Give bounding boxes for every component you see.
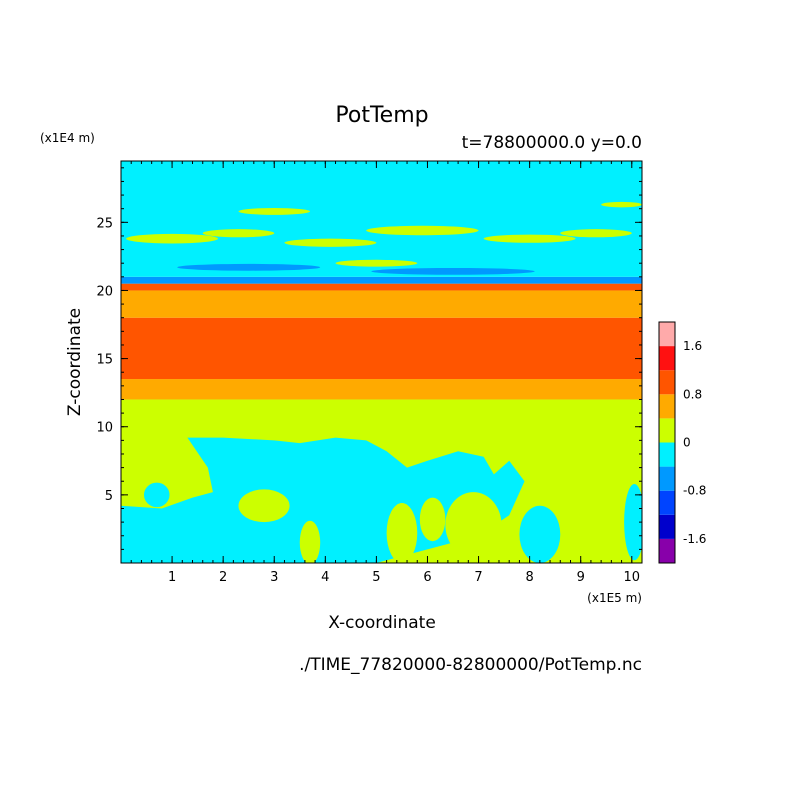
x-unit-label: (x1E5 m) (587, 591, 642, 605)
x-tick-label: 4 (321, 570, 329, 585)
x-tick-label: 1 (168, 570, 176, 585)
x-tick-label: 6 (423, 570, 431, 585)
colorbar-segment (659, 538, 675, 563)
colorbar: 1.6 0.8 0 -0.8 -1.6 (658, 321, 706, 564)
colorbar-frame (658, 321, 676, 564)
colorbar-segment (659, 490, 675, 515)
contour-blob (143, 482, 170, 508)
plot-frame (120, 160, 643, 564)
contour-blob (335, 259, 418, 267)
chart-subtitle: t=78800000.0 y=0.0 (462, 133, 642, 153)
colorbar-tick-label: 0.8 (683, 387, 702, 401)
contour-band (121, 317, 642, 380)
contour-field (121, 161, 642, 563)
contour-blob (519, 505, 561, 563)
colorbar-segment (659, 322, 675, 347)
y-unit-label: (x1E4 m) (40, 131, 95, 145)
y-tick-label: 20 (96, 284, 113, 299)
colorbar-tick-label: -0.8 (683, 484, 706, 498)
contour-blob (427, 298, 530, 315)
x-tick-label: 7 (474, 570, 482, 585)
contour-blob (560, 229, 632, 238)
contour-blob (445, 492, 502, 558)
contour-blob (299, 520, 321, 563)
contour-blob (238, 489, 290, 523)
colorbar-tick-label: -1.6 (683, 532, 706, 546)
colorbar-segment (659, 394, 675, 419)
y-tick-label: 25 (96, 216, 113, 231)
contour-band (121, 276, 642, 284)
contour-blob (624, 483, 642, 561)
y-tick-label: 10 (96, 421, 113, 436)
contour-blob (284, 238, 377, 247)
contour-band (121, 379, 642, 400)
contour-blob (177, 263, 321, 271)
axes: 1 2 3 4 5 6 7 8 9 10 5 10 15 20 25 (96, 161, 643, 585)
y-tick-label: 15 (96, 353, 113, 368)
contour-blob (126, 233, 219, 244)
source-file-path: ./TIME_77820000-82800000/PotTemp.nc (299, 655, 642, 675)
colorbar-tick-label: 0 (683, 436, 691, 450)
chart-title: PotTemp (335, 103, 428, 128)
colorbar-segment (659, 442, 675, 467)
contour-blob (419, 497, 446, 542)
x-tick-label: 9 (577, 570, 585, 585)
contour-blob (202, 229, 275, 238)
contour-band (121, 161, 642, 277)
contour-blob (238, 208, 310, 215)
colorbar-segment (659, 514, 675, 539)
colorbar-tick-label: 1.6 (683, 339, 702, 353)
colorbar-segment (659, 466, 675, 491)
x-tick-label: 10 (624, 570, 641, 585)
contour-blob (483, 234, 576, 243)
x-tick-label: 8 (525, 570, 533, 585)
contour-blob (187, 290, 280, 313)
colorbar-segment (659, 346, 675, 371)
contour-blob (366, 225, 479, 236)
contour-band (121, 283, 642, 291)
colorbar-segment (659, 418, 675, 443)
y-tick-label: 5 (105, 489, 113, 504)
contour-blob (601, 201, 642, 208)
contour-blob (386, 503, 418, 563)
contour-blob (289, 295, 362, 315)
x-axis-label: X-coordinate (328, 613, 436, 633)
colorbar-segment (659, 370, 675, 395)
x-tick-label: 5 (372, 570, 380, 585)
x-tick-label: 3 (270, 570, 278, 585)
contour-blob (371, 267, 535, 275)
x-tick-label: 2 (219, 570, 227, 585)
y-axis-label: Z-coordinate (65, 308, 85, 416)
